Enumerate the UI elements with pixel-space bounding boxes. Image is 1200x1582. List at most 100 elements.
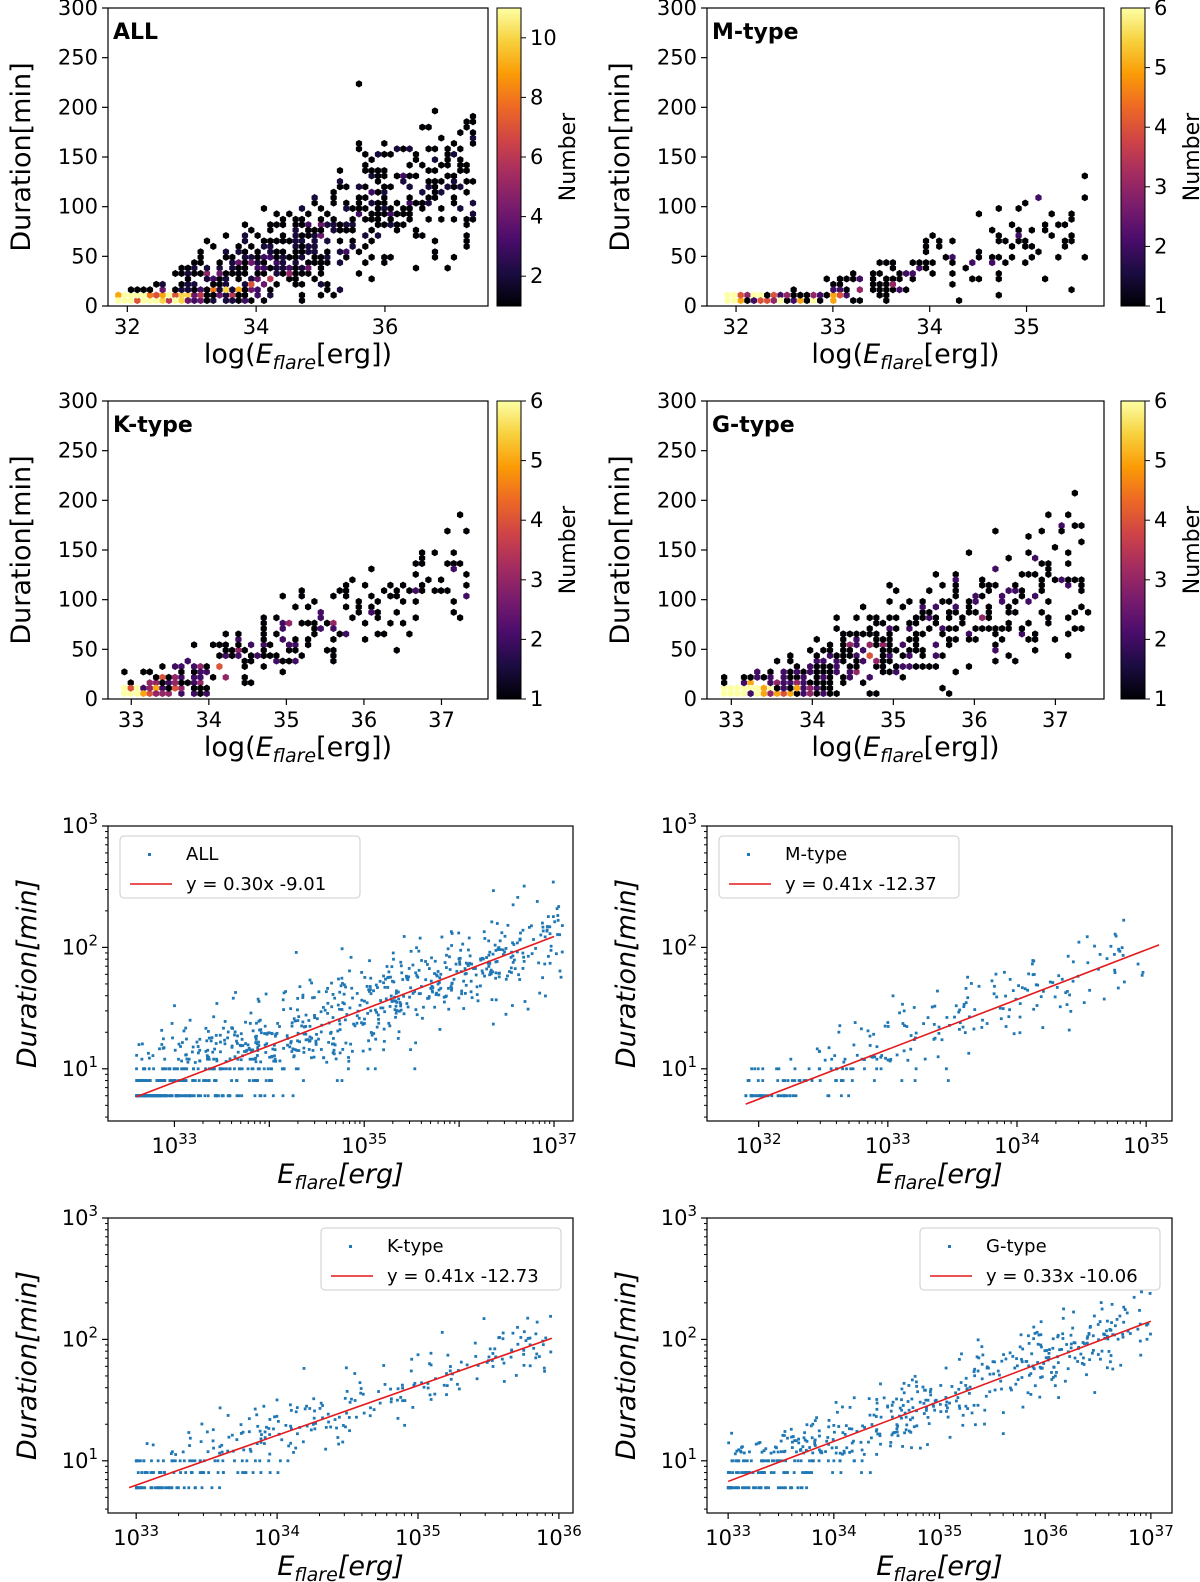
data-point	[406, 1005, 410, 1009]
colorbar-tick-label: 1	[1154, 687, 1167, 711]
data-point	[875, 1067, 879, 1071]
data-point	[410, 1357, 414, 1361]
hexbin-cell	[184, 275, 192, 283]
data-point	[167, 1067, 171, 1071]
hexbin-cell	[889, 259, 897, 267]
hexbin-cell	[431, 183, 439, 191]
data-point	[1118, 1314, 1122, 1318]
hexbin-cell	[883, 296, 890, 305]
data-point	[137, 1043, 141, 1046]
data-point	[940, 1038, 944, 1042]
data-point	[740, 1446, 743, 1449]
hexbin-cell	[833, 668, 840, 676]
data-point	[1149, 1332, 1152, 1336]
hexbin-cell	[909, 269, 916, 278]
data-point	[1103, 1333, 1107, 1337]
hexbin-cell	[883, 286, 890, 294]
data-point	[485, 967, 489, 971]
hexbin-cell	[767, 679, 774, 687]
data-point	[313, 1427, 317, 1431]
data-point	[511, 1004, 514, 1007]
data-point	[292, 1017, 296, 1021]
data-point	[963, 1031, 967, 1035]
data-point	[901, 1445, 904, 1448]
hexbin-cell	[800, 668, 807, 676]
data-point	[426, 1386, 430, 1390]
data-point	[275, 1398, 279, 1402]
hexbin-cell	[444, 264, 451, 272]
hexbin-cell	[889, 275, 897, 283]
data-point	[1052, 1365, 1056, 1369]
data-point	[551, 915, 555, 919]
data-point	[184, 1053, 188, 1057]
data-point	[474, 967, 477, 970]
data-point	[260, 1433, 263, 1436]
hexbin-cell	[744, 291, 751, 299]
data-point	[975, 1355, 979, 1359]
hexbin-cell	[879, 668, 887, 676]
hexbin-cell	[267, 253, 274, 261]
data-point	[834, 1400, 838, 1404]
data-point	[302, 1032, 306, 1036]
data-point	[741, 1486, 744, 1490]
hexbin-cell	[355, 199, 363, 207]
data-point	[1087, 1331, 1091, 1335]
hexbin-cell	[959, 614, 966, 622]
hexbin-cell	[343, 253, 350, 261]
data-point	[767, 1486, 770, 1490]
data-point	[1040, 1345, 1043, 1349]
data-point	[268, 1418, 272, 1421]
data-point	[304, 1032, 308, 1036]
data-point	[878, 1434, 882, 1438]
hexbin-cell	[140, 689, 147, 698]
hexbin-cell	[853, 614, 860, 622]
data-point	[895, 1423, 899, 1427]
legend-box	[119, 835, 361, 899]
x-axis-label: Eflare[erg]	[277, 1159, 403, 1194]
hexbin-cell	[216, 259, 223, 267]
hexbin-cell	[444, 145, 451, 153]
data-point	[549, 1314, 552, 1318]
hexbin-cell	[1078, 576, 1085, 584]
x-axis-label: Eflare[erg]	[876, 1159, 1002, 1194]
data-point	[542, 1366, 546, 1370]
data-point	[1027, 1364, 1031, 1368]
hexbin-cell	[374, 166, 382, 175]
hexbin-cell	[757, 291, 764, 299]
hexbin-cell	[1068, 286, 1075, 294]
hexbin-cell	[764, 291, 771, 299]
data-point	[954, 1004, 958, 1008]
data-point	[407, 975, 411, 979]
data-point	[1051, 1376, 1055, 1379]
data-point	[315, 1032, 318, 1036]
hexbin-cell	[992, 527, 999, 535]
data-point	[172, 1067, 176, 1071]
fit-line	[727, 1320, 1152, 1483]
hexbin-cell	[419, 231, 426, 240]
hexbin-cell	[324, 280, 331, 288]
data-point	[1027, 1342, 1031, 1345]
data-point	[164, 1067, 168, 1071]
data-point	[139, 1486, 143, 1490]
data-point	[398, 1001, 402, 1004]
hexbin-cell	[1005, 624, 1012, 633]
y-tick-label: 250	[657, 439, 697, 463]
hexbin-cell	[361, 581, 369, 589]
data-point	[251, 1048, 255, 1052]
data-point	[212, 1067, 216, 1071]
data-point	[382, 1048, 386, 1052]
data-point	[875, 1045, 879, 1049]
hexbin-cell	[879, 641, 887, 649]
hexbin-cell	[342, 592, 350, 600]
data-point	[530, 924, 533, 928]
data-point	[827, 1425, 831, 1429]
hexbin-cell	[304, 619, 312, 627]
data-point	[785, 1094, 788, 1098]
hexbin-cell	[1025, 549, 1032, 557]
hexbin-cell	[1018, 570, 1026, 578]
hexbin-cell	[241, 237, 249, 245]
data-point	[382, 1027, 386, 1031]
data-point	[375, 1025, 379, 1029]
data-point	[1072, 1310, 1075, 1314]
